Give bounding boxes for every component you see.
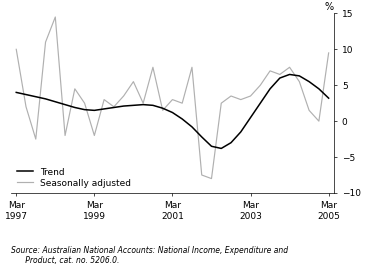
Text: Source: Australian National Accounts: National Income, Expenditure and
      Pro: Source: Australian National Accounts: Na…: [11, 246, 288, 265]
Text: %: %: [324, 2, 334, 12]
Legend: Trend, Seasonally adjusted: Trend, Seasonally adjusted: [16, 167, 132, 188]
